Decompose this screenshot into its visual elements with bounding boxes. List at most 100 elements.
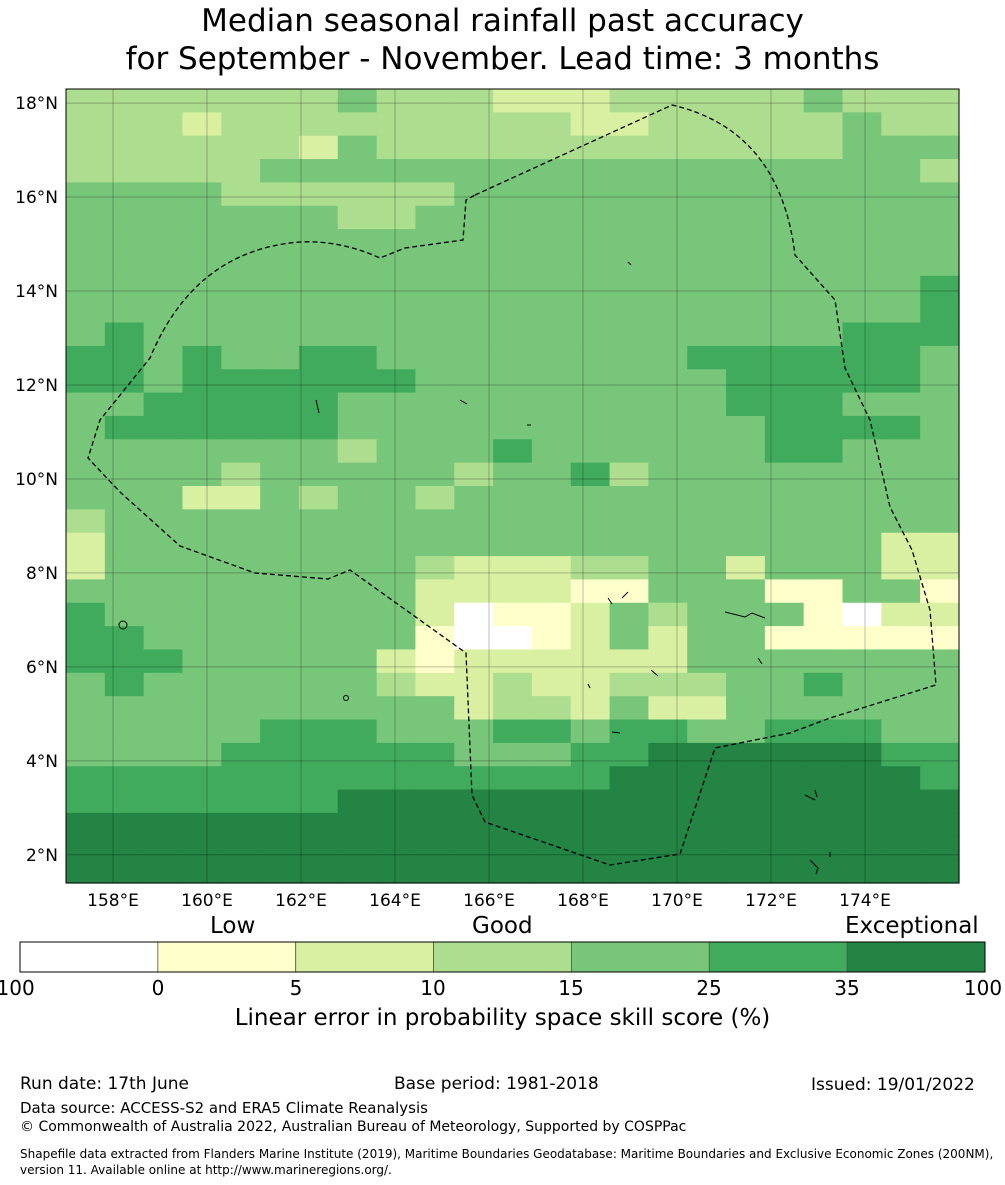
- grid-cell: [570, 415, 611, 440]
- grid-cell: [842, 626, 882, 651]
- grid-cell: [221, 696, 261, 721]
- grid-cell: [337, 719, 378, 744]
- grid-cell: [726, 766, 766, 791]
- category-label-low: Low: [210, 913, 256, 939]
- grid-cell: [454, 812, 494, 837]
- grid-cell: [803, 836, 844, 861]
- grid-cell: [66, 579, 106, 604]
- grid-cell: [182, 672, 222, 697]
- grid-cell: [376, 836, 417, 861]
- grid-cell: [648, 159, 688, 184]
- grid-cell: [415, 415, 455, 440]
- grid-cell: [648, 719, 688, 744]
- grid-cell: [182, 859, 222, 884]
- grid-cell: [493, 626, 533, 651]
- grid-cell: [221, 742, 261, 767]
- grid-cell: [260, 626, 300, 651]
- colorbar: [19, 941, 986, 973]
- grid-cell: [260, 89, 300, 113]
- grid-cell: [260, 252, 300, 277]
- grid-cell: [454, 532, 494, 557]
- grid-cell: [842, 742, 882, 767]
- grid-cell: [454, 252, 494, 277]
- grid-cell: [726, 486, 766, 510]
- grid-cell: [260, 229, 300, 254]
- grid-cell: [493, 182, 533, 207]
- grid-cell: [570, 556, 611, 581]
- grid-cell: [842, 766, 882, 791]
- grid-cell: [298, 836, 339, 861]
- grid-cell: [104, 392, 145, 417]
- grid-cell: [66, 345, 106, 370]
- grid-cell: [764, 135, 805, 160]
- grid-cell: [648, 649, 688, 674]
- grid-cell: [803, 369, 844, 394]
- grid-cell: [104, 602, 145, 627]
- grid-cell: [298, 742, 339, 767]
- grid-cell: [609, 859, 649, 884]
- grid-cell: [182, 532, 222, 557]
- grid-cell: [920, 135, 960, 160]
- grid-cell: [842, 789, 882, 814]
- grid-cell: [687, 789, 727, 814]
- category-label-exceptional: Exceptional: [845, 913, 979, 939]
- grid-cell: [764, 159, 805, 184]
- grid-cell: [531, 345, 572, 370]
- grid-cell: [221, 275, 261, 300]
- grid-cell: [493, 719, 533, 744]
- grid-cell: [182, 112, 222, 137]
- grid-cell: [920, 159, 960, 184]
- grid-cell: [337, 345, 378, 370]
- grid-cell: [570, 486, 611, 510]
- grid-cell: [531, 252, 572, 277]
- grid-cell: [221, 719, 261, 744]
- grid-cell: [66, 672, 106, 697]
- grid-cell: [66, 719, 106, 744]
- grid-cell: [531, 836, 572, 861]
- grid-cell: [842, 135, 882, 160]
- grid-cell: [764, 345, 805, 370]
- grid-cell: [182, 322, 222, 347]
- grid-cell: [66, 299, 106, 324]
- grid-cell: [764, 696, 805, 721]
- grid-cell: [337, 556, 378, 581]
- grid-cell: [493, 112, 533, 137]
- grid-cell: [415, 252, 455, 277]
- grid-cell: [531, 859, 572, 884]
- grid-cell: [842, 859, 882, 884]
- grid-cell: [881, 509, 921, 534]
- grid-cell: [298, 322, 339, 347]
- grid-cell: [182, 205, 222, 230]
- grid-cell: [531, 299, 572, 324]
- grid-cell: [415, 766, 455, 791]
- grid-cell: [803, 182, 844, 207]
- grid-cell: [609, 789, 649, 814]
- grid-cell: [337, 182, 378, 207]
- grid-cell: [454, 602, 494, 627]
- grid-cell: [842, 532, 882, 557]
- grid-cell: [66, 89, 106, 113]
- grid-cell: [609, 556, 649, 581]
- grid-cell: [66, 112, 106, 137]
- grid-cell: [609, 135, 649, 160]
- grid-cell: [570, 252, 611, 277]
- latitude-label: 2°N: [26, 846, 58, 866]
- grid-cell: [881, 252, 921, 277]
- grid-cell: [648, 275, 688, 300]
- grid-cell: [376, 602, 417, 627]
- grid-cell: [337, 205, 378, 230]
- grid-cell: [920, 812, 960, 837]
- grid-cell: [454, 229, 494, 254]
- grid-cell: [726, 135, 766, 160]
- grid-cell: [337, 322, 378, 347]
- grid-cell: [182, 182, 222, 207]
- grid-cell: [648, 229, 688, 254]
- grid-cell: [221, 649, 261, 674]
- grid-cell: [881, 486, 921, 510]
- grid-cell: [182, 229, 222, 254]
- grid-cell: [764, 112, 805, 137]
- longitude-label: 162°E: [275, 891, 327, 911]
- grid-cell: [493, 509, 533, 534]
- grid-cell: [66, 812, 106, 837]
- grid-cell: [104, 719, 145, 744]
